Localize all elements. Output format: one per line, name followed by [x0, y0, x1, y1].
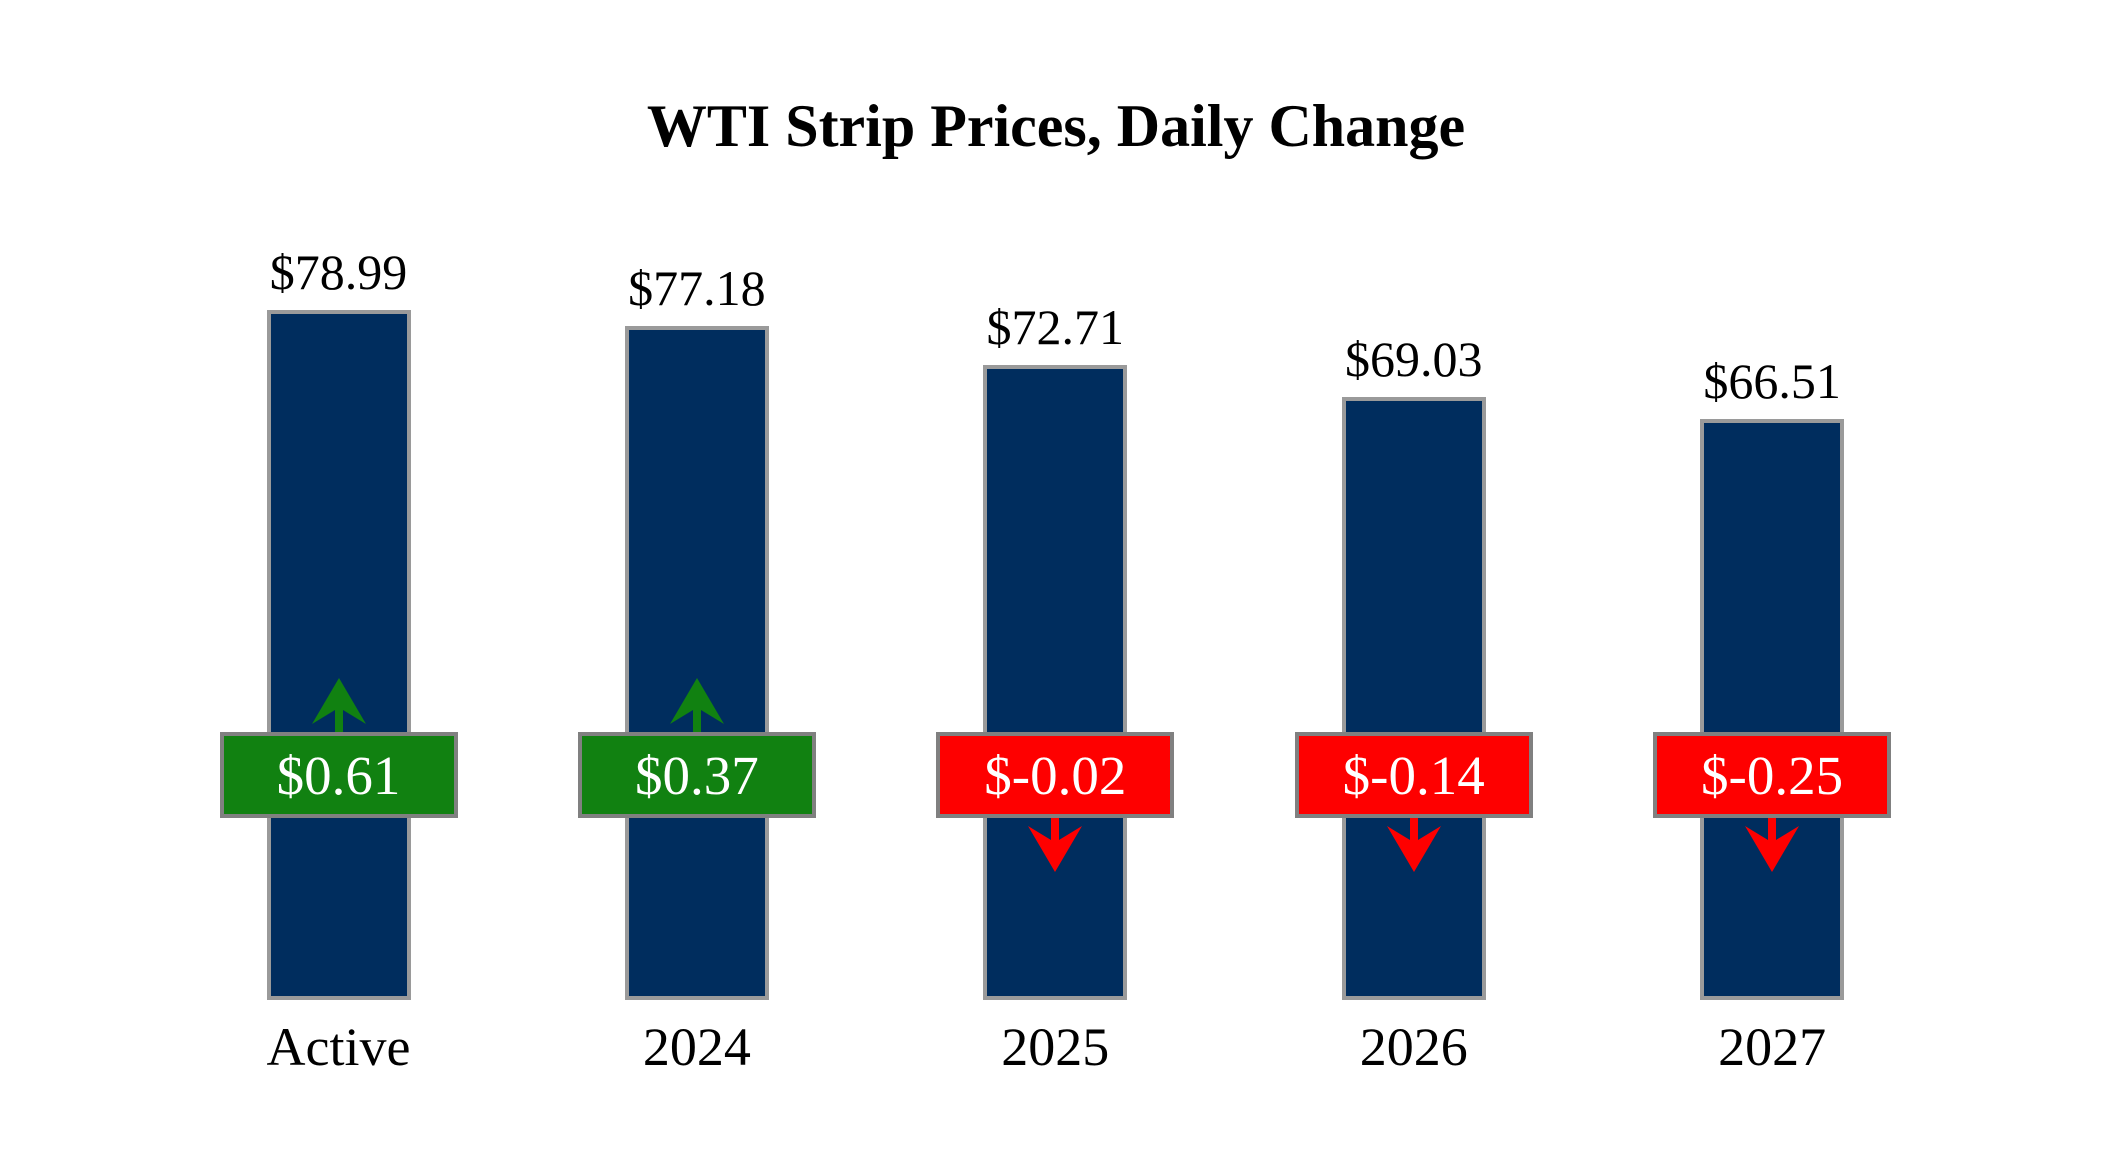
daily-change-badge: $-0.25 — [1653, 732, 1892, 818]
price-bar — [624, 326, 769, 1000]
daily-change-badge: $0.37 — [577, 732, 816, 818]
daily-change-badge: $0.61 — [219, 732, 458, 818]
up-arrow-icon — [669, 678, 724, 734]
category-label: 2025 — [1001, 1017, 1110, 1077]
bar-price-label: $69.03 — [1344, 331, 1483, 387]
bar-price-label: $66.51 — [1703, 353, 1841, 409]
chart-title: WTI Strip Prices, Daily Change — [646, 93, 1466, 159]
category-label: 2024 — [642, 1017, 751, 1077]
daily-change-badge: $-0.14 — [1294, 732, 1533, 818]
bar-price-label: $78.99 — [269, 244, 408, 300]
category-label: 2026 — [1359, 1017, 1468, 1077]
price-bar — [266, 310, 411, 1000]
category-label: Active — [266, 1017, 411, 1077]
bar-price-label: $72.71 — [986, 299, 1125, 355]
down-arrow-icon — [1028, 816, 1083, 872]
daily-change-badge: $-0.02 — [936, 732, 1175, 818]
price-bar — [983, 365, 1128, 1000]
down-arrow-icon — [1386, 816, 1441, 872]
down-arrow-icon — [1745, 816, 1800, 872]
category-label: 2027 — [1718, 1017, 1827, 1077]
bar-price-label: $77.18 — [628, 260, 766, 316]
up-arrow-icon — [311, 678, 366, 734]
price-bar — [1341, 397, 1486, 1000]
price-bar — [1700, 419, 1845, 1000]
